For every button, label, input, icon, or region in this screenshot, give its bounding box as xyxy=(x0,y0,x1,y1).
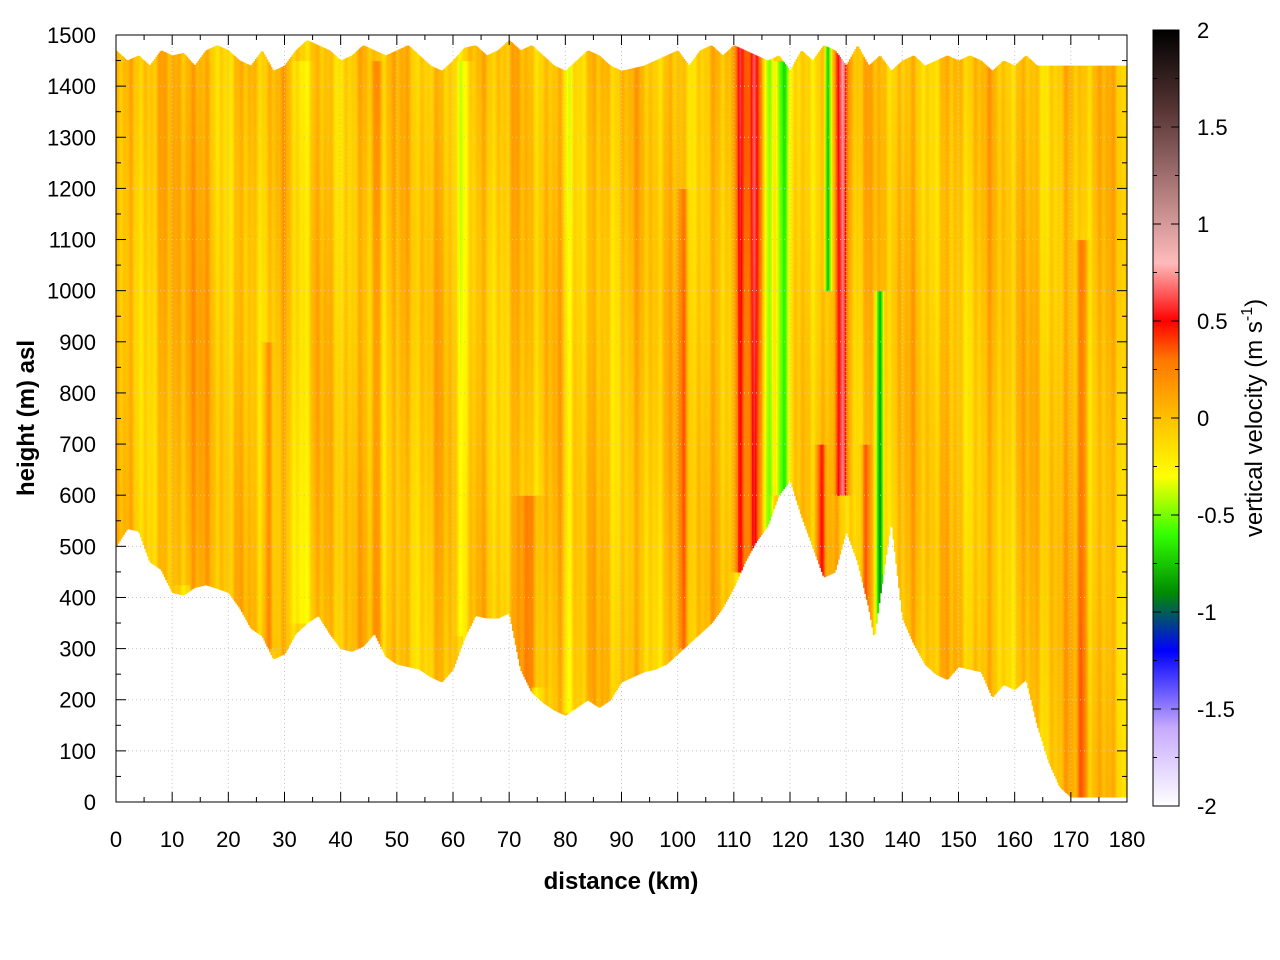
heatmap-cell xyxy=(189,60,191,61)
heatmap-cell xyxy=(266,59,268,61)
heatmap-cell xyxy=(143,60,145,61)
